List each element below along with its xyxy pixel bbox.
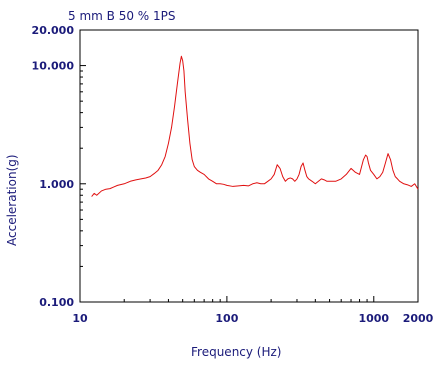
plot-frame [79, 29, 419, 303]
y-axis-ticks: 0.100 1.000 10.000 20.000 [32, 24, 86, 309]
x-tick-label: 10 [72, 312, 88, 325]
y-tick-label: 0.100 [39, 296, 74, 309]
x-tick-label: 100 [215, 312, 238, 325]
x-axis-ticks: 10 100 1000 2000 [72, 296, 433, 325]
x-axis-label: Frequency (Hz) [191, 345, 282, 359]
x-tick-label: 2000 [403, 312, 433, 325]
y-tick-label: 1.000 [39, 178, 74, 191]
series-group [91, 55, 419, 197]
y-tick-label: 10.000 [32, 60, 75, 73]
y-axis-label: Acceleration(g) [5, 154, 19, 246]
x-tick-label: 1000 [358, 312, 389, 325]
chart-title: 5 mm B 50 % 1PS [68, 9, 175, 23]
series-line [91, 55, 419, 197]
y-tick-label: 20.000 [32, 24, 75, 37]
